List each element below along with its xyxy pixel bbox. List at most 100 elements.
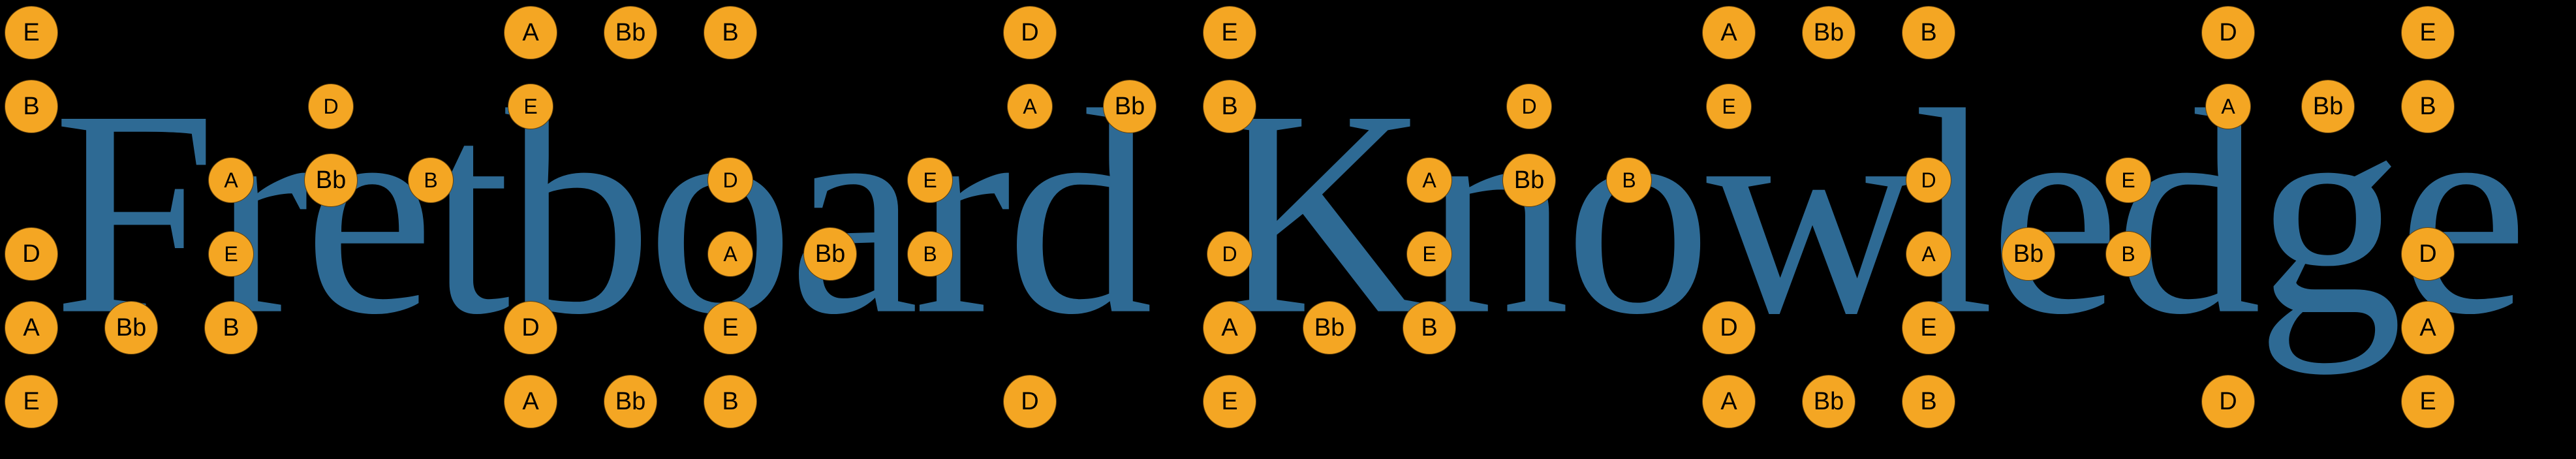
fret-note-label: E [1221,389,1237,414]
fret-note-label: D [2219,20,2237,45]
fret-note: Bb [104,301,158,355]
fret-note-label: D [1021,20,1038,45]
fret-note: E [508,84,553,129]
fret-note: D [2201,6,2255,59]
fret-note: A [208,157,254,203]
fret-note: D [504,301,557,355]
fret-note-label: E [2121,170,2135,191]
fret-note: D [1003,6,1057,59]
fret-note-label: D [22,242,40,266]
fret-note: A [5,301,58,355]
fret-note: A [1406,157,1452,203]
fret-note: B [907,231,953,277]
fret-note-label: A [522,20,538,45]
fret-note: B [1606,157,1652,203]
fret-note-label: A [1422,170,1436,191]
fret-note-label: A [1720,389,1737,414]
fret-note-label: A [1221,315,1237,340]
fret-note-label: A [1720,20,1737,45]
fret-note-label: A [23,315,39,340]
fret-note-label: E [523,96,537,117]
fret-note: B [1902,375,1955,428]
fret-note: D [2201,375,2255,428]
fret-note-label: E [1422,244,1436,264]
fret-note: A [1702,375,1756,428]
fret-note: A [2401,301,2455,355]
fret-note-label: B [1421,315,1437,340]
fret-note-label: D [1921,170,1936,191]
fret-note-label: Bb [1115,94,1145,119]
fret-note-label: D [1222,244,1237,264]
fret-note-label: E [23,389,39,414]
fret-note: B [5,80,58,133]
fret-note: B [1403,301,1456,355]
fret-note-label: E [1722,96,1735,117]
fret-note: A [504,6,557,59]
fret-note: A [1007,84,1053,129]
fret-note: Bb [2002,227,2055,281]
fret-note: Bb [803,227,857,281]
fret-note-label: D [521,315,539,340]
fret-note: Bb [604,6,657,59]
fret-note-label: B [1221,94,1237,119]
fret-note-label: A [723,244,737,264]
fretboard-diagram: E A Bb B D E A Bb B D E B D E A Bb B D E A Bb B A Bb B D E A Bb B D E D E… [0,0,2576,459]
fret-note: A [1702,6,1756,59]
fret-note: Bb [604,375,657,428]
fret-note-label: D [2419,242,2436,266]
fret-note: B [408,157,454,203]
fret-note: B [1902,6,1955,59]
fret-note-label: E [722,315,738,340]
fret-note: Bb [1802,6,1855,59]
fret-note: D [2401,227,2455,281]
fret-note-label: B [1920,20,1936,45]
fret-note-label: B [2419,94,2436,119]
fret-note: Bb [304,153,358,207]
fret-note: D [308,84,354,129]
fret-note-label: D [2219,389,2237,414]
fret-note: E [1902,301,1955,355]
fret-note-label: Bb [2013,242,2043,266]
fret-note-label: A [1023,96,1036,117]
fret-note: B [204,301,258,355]
fret-note: A [1203,301,1256,355]
fret-note-label: Bb [1814,389,1844,414]
fret-note: Bb [2301,80,2355,133]
fret-note: E [5,6,58,59]
fret-note: Bb [1103,80,1156,133]
fret-note: B [704,6,757,59]
fret-note-label: E [1221,20,1237,45]
fret-note-label: A [2419,315,2436,340]
fret-note: E [2401,6,2455,59]
fret-note-label: A [2221,96,2235,117]
fret-note: E [1706,84,1752,129]
fret-note: D [5,227,58,281]
fret-note-label: Bb [615,389,645,414]
fret-note-label: D [1720,315,1737,340]
fret-note-label: Bb [615,20,645,45]
fret-note-label: B [2121,244,2135,264]
fret-note: D [1702,301,1756,355]
fret-note-label: B [1920,389,1936,414]
fret-note-label: A [522,389,538,414]
fret-note-label: B [424,170,437,191]
fret-note-label: E [23,20,39,45]
fret-note: A [2205,84,2251,129]
fret-note-label: Bb [1514,168,1544,193]
fret-note-label: D [1521,96,1536,117]
fret-note-label: Bb [2313,94,2343,119]
fret-note: E [1406,231,1452,277]
fret-note: A [707,231,753,277]
fret-note: B [2105,231,2151,277]
fret-note-label: Bb [815,242,845,266]
fret-note-label: Bb [1814,20,1844,45]
fret-note-label: B [722,389,738,414]
fret-note-label: Bb [316,168,346,193]
fret-note-label: E [2419,389,2436,414]
fret-note: E [704,301,757,355]
fret-note-label: B [23,94,39,119]
fret-note: E [5,375,58,428]
fret-note-label: B [223,315,239,340]
fret-note-label: Bb [116,315,146,340]
fret-note: D [1207,231,1252,277]
